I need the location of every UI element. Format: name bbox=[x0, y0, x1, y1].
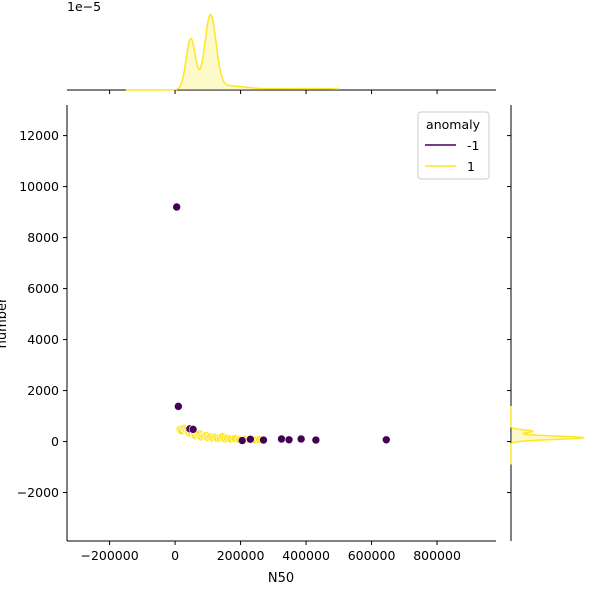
x-ticks: −200000 0 200000 400000 600000 800000 bbox=[80, 541, 461, 563]
right-marginal bbox=[507, 105, 586, 541]
point-anomaly-neg1 bbox=[277, 434, 286, 444]
scatter-points bbox=[172, 202, 391, 445]
x-tick-label: 0 bbox=[171, 548, 179, 563]
point-anomaly-neg1 bbox=[174, 402, 183, 411]
x-tick-label: 200000 bbox=[217, 548, 265, 563]
y-tick-label: 2000 bbox=[27, 383, 59, 398]
legend-label-pos1: 1 bbox=[467, 159, 475, 174]
top-marginal-multiplier: 1e−5 bbox=[67, 0, 101, 14]
x-tick-label: −200000 bbox=[80, 548, 138, 563]
y-tick-label: 0 bbox=[51, 434, 59, 449]
right-marginal-kde-fill bbox=[511, 405, 583, 465]
top-marginal-kde-line bbox=[125, 13, 339, 91]
point-anomaly-neg1 bbox=[284, 435, 294, 445]
top-marginal-xticks bbox=[109, 90, 438, 94]
legend-label-neg1: -1 bbox=[467, 138, 479, 153]
point-anomaly-neg1 bbox=[259, 435, 268, 445]
point-anomaly-neg1 bbox=[188, 425, 198, 434]
legend: anomaly -1 1 bbox=[417, 111, 490, 180]
y-tick-label: 8000 bbox=[27, 230, 59, 245]
point-anomaly-neg1 bbox=[246, 434, 255, 444]
x-tick-label: 800000 bbox=[413, 548, 461, 563]
top-marginal-kde-fill bbox=[125, 14, 339, 90]
x-tick-label: 400000 bbox=[282, 548, 330, 563]
main-plot: −200000 0 200000 400000 600000 800000 −2000 0 2… bbox=[0, 105, 496, 586]
right-marginal-yticks bbox=[507, 135, 511, 494]
legend-title: anomaly bbox=[426, 117, 481, 132]
point-anomaly-neg1 bbox=[381, 435, 391, 445]
point-anomaly-neg1 bbox=[172, 202, 182, 212]
y-tick-label: −2000 bbox=[17, 485, 59, 500]
y-tick-label: 4000 bbox=[27, 332, 59, 347]
y-tick-label: 6000 bbox=[27, 281, 59, 296]
y-axis-label: number bbox=[0, 297, 10, 348]
y-ticks: −2000 0 2000 4000 6000 8000 10000 12000 bbox=[17, 128, 67, 500]
point-anomaly-neg1 bbox=[296, 434, 306, 444]
point-anomaly-neg1 bbox=[237, 436, 247, 445]
point-anomaly-neg1 bbox=[311, 435, 321, 445]
y-tick-label: 10000 bbox=[19, 179, 59, 194]
x-tick-label: 600000 bbox=[348, 548, 396, 563]
x-axis-label: N50 bbox=[268, 571, 294, 586]
right-marginal-kde-line bbox=[510, 405, 586, 465]
y-tick-label: 12000 bbox=[19, 128, 59, 143]
top-marginal: 1e−5 bbox=[67, 0, 496, 94]
